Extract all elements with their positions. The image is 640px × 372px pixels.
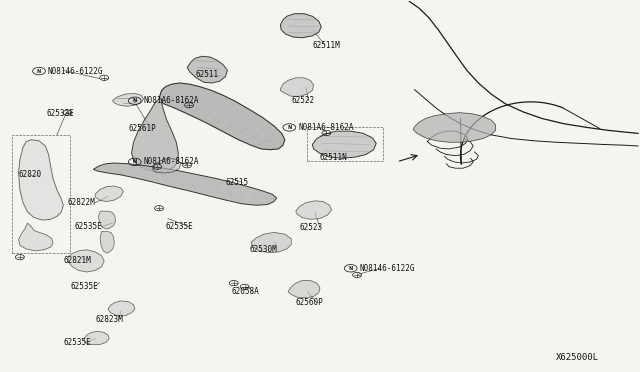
Polygon shape [19, 140, 63, 220]
Text: N: N [132, 160, 137, 164]
Text: N081A6-8162A: N081A6-8162A [298, 123, 354, 132]
Polygon shape [413, 113, 495, 142]
Text: N: N [132, 98, 137, 103]
Text: 62511: 62511 [195, 70, 219, 79]
Text: 62058A: 62058A [232, 287, 260, 296]
Polygon shape [312, 131, 376, 158]
Text: 62515: 62515 [225, 178, 248, 187]
Polygon shape [113, 93, 144, 106]
Text: 62560P: 62560P [296, 298, 323, 307]
Polygon shape [296, 201, 332, 219]
Text: 62561P: 62561P [129, 124, 156, 133]
Polygon shape [251, 232, 291, 253]
Text: 62511M: 62511M [312, 41, 340, 50]
Text: N08146-6122G: N08146-6122G [360, 264, 415, 273]
Text: N: N [287, 125, 291, 130]
Polygon shape [99, 211, 116, 229]
Text: 62530M: 62530M [250, 245, 278, 254]
Text: 62822M: 62822M [68, 198, 95, 207]
Text: 62522: 62522 [291, 96, 314, 105]
Text: 62535E: 62535E [63, 338, 91, 347]
Text: 62821M: 62821M [63, 256, 91, 264]
Polygon shape [93, 163, 276, 205]
Polygon shape [95, 186, 124, 202]
Text: 62523: 62523 [300, 223, 323, 232]
Polygon shape [280, 78, 314, 96]
Text: N081A6-8162A: N081A6-8162A [144, 96, 199, 105]
Text: 62535E: 62535E [71, 282, 99, 291]
Polygon shape [84, 331, 109, 344]
Text: 62535E: 62535E [74, 222, 102, 231]
Polygon shape [108, 301, 135, 316]
Text: 62820: 62820 [19, 170, 42, 179]
Text: 62533E: 62533E [47, 109, 74, 118]
Polygon shape [68, 250, 104, 272]
Polygon shape [288, 280, 320, 298]
Polygon shape [280, 14, 321, 38]
Text: 62823M: 62823M [95, 315, 123, 324]
Polygon shape [159, 83, 285, 150]
Polygon shape [100, 232, 115, 253]
Text: 62511N: 62511N [320, 153, 348, 161]
Text: N081A6-8162A: N081A6-8162A [144, 157, 199, 166]
Text: N: N [37, 68, 41, 74]
Text: X625000L: X625000L [556, 353, 599, 362]
Text: 62535E: 62535E [166, 222, 193, 231]
Polygon shape [19, 223, 53, 251]
Polygon shape [153, 158, 180, 173]
Polygon shape [132, 99, 178, 172]
Text: N08146-6122G: N08146-6122G [48, 67, 104, 76]
Text: N: N [349, 266, 353, 271]
Polygon shape [187, 56, 227, 83]
